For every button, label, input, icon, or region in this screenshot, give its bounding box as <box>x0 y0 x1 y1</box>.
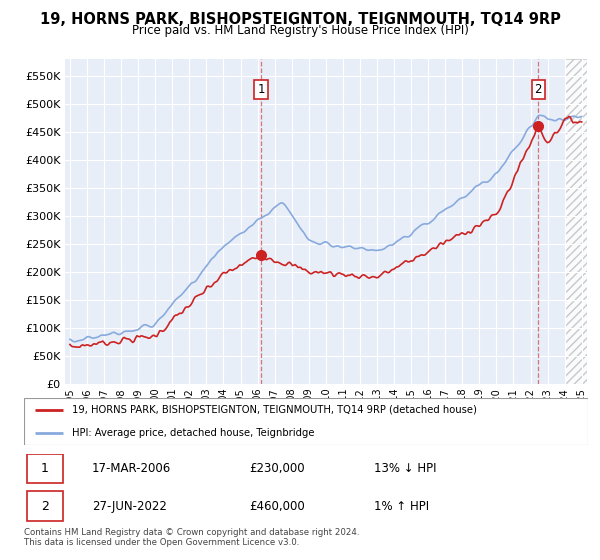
Text: £460,000: £460,000 <box>250 500 305 512</box>
Text: Price paid vs. HM Land Registry's House Price Index (HPI): Price paid vs. HM Land Registry's House … <box>131 24 469 36</box>
FancyBboxPatch shape <box>27 454 64 483</box>
Text: £230,000: £230,000 <box>250 462 305 475</box>
Text: 1: 1 <box>41 462 49 475</box>
Text: 27-JUN-2022: 27-JUN-2022 <box>92 500 167 512</box>
Text: 19, HORNS PARK, BISHOPSTEIGNTON, TEIGNMOUTH, TQ14 9RP (detached house): 19, HORNS PARK, BISHOPSTEIGNTON, TEIGNMO… <box>72 404 477 414</box>
Text: 17-MAR-2006: 17-MAR-2006 <box>92 462 171 475</box>
Text: Contains HM Land Registry data © Crown copyright and database right 2024.
This d: Contains HM Land Registry data © Crown c… <box>24 528 359 547</box>
Text: 2: 2 <box>41 500 49 512</box>
Polygon shape <box>565 59 590 384</box>
FancyBboxPatch shape <box>27 492 64 521</box>
Text: 19, HORNS PARK, BISHOPSTEIGNTON, TEIGNMOUTH, TQ14 9RP: 19, HORNS PARK, BISHOPSTEIGNTON, TEIGNMO… <box>40 12 560 27</box>
Text: 2: 2 <box>535 83 542 96</box>
FancyBboxPatch shape <box>24 398 588 445</box>
Text: 1% ↑ HPI: 1% ↑ HPI <box>374 500 429 512</box>
Text: 1: 1 <box>257 83 265 96</box>
Text: HPI: Average price, detached house, Teignbridge: HPI: Average price, detached house, Teig… <box>72 428 314 438</box>
Text: 13% ↓ HPI: 13% ↓ HPI <box>374 462 436 475</box>
